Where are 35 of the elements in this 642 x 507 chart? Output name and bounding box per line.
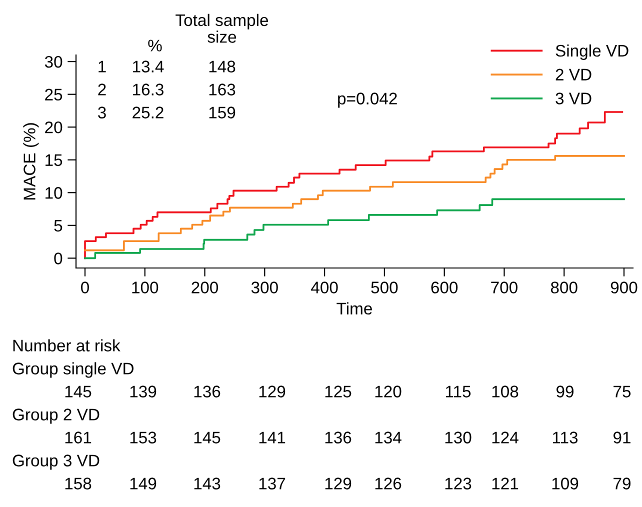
y-axis-title: MACE (%) (23, 123, 39, 200)
y-tick-label: 5 (54, 220, 62, 232)
x-tick-label: 200 (192, 282, 218, 294)
x-tick-label: 0 (81, 282, 89, 294)
text: Number at risk (13, 339, 120, 352)
x-tick-label: 100 (132, 282, 158, 294)
y-tick-label: 30 (44, 56, 62, 68)
text: 1 13.4 148 (98, 60, 236, 72)
x-tick-label: 300 (251, 282, 278, 294)
legend-label: 3 VD (556, 92, 592, 104)
text: 3 25.2 159 (98, 106, 236, 118)
legend-label: 2 VD (556, 68, 592, 80)
y-tick-label: 20 (45, 121, 62, 134)
y-tick-label: 0 (54, 252, 62, 264)
x-tick-label: 600 (431, 282, 458, 294)
x-tick-label: 800 (550, 282, 578, 294)
x-tick-label: 400 (311, 282, 338, 294)
text: 145 139 136 129 125 120 115 108 99 75 (65, 386, 631, 398)
y-tick-label: 10 (46, 187, 62, 199)
text: % (148, 40, 162, 52)
annotation: p=0.042 (338, 92, 397, 108)
y-tick-label: 15 (46, 154, 62, 166)
y-tick-label: 25 (45, 88, 62, 101)
x-tick-label: 500 (371, 282, 398, 294)
legend-label: Single VD (556, 44, 628, 60)
text: 161 153 145 141 136 134 130 124 113 91 (65, 432, 630, 444)
text: Group single VD (12, 362, 134, 378)
x-tick-label: 900 (610, 282, 638, 294)
text: 2 16.3 163 (98, 84, 236, 96)
x-axis-title: Time (336, 302, 372, 315)
text: Group 2 VD (12, 408, 100, 424)
text: 158 149 143 137 129 126 123 121 109 79 (65, 478, 630, 490)
x-tick-label: 700 (491, 282, 518, 294)
text: Total sample size (176, 14, 268, 43)
text: Group 3 VD (12, 454, 100, 470)
